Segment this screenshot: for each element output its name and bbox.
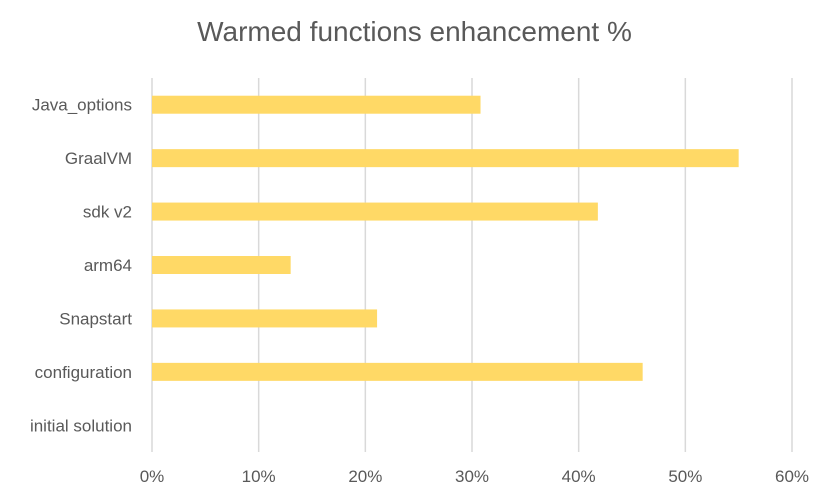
- x-tick-label: 60%: [775, 467, 809, 486]
- category-label: GraalVM: [65, 149, 132, 168]
- bar: [152, 202, 598, 221]
- bar: [152, 256, 291, 274]
- bars: [152, 95, 739, 381]
- bar: [152, 309, 378, 328]
- bar: [152, 95, 481, 114]
- x-tick-label: 40%: [562, 467, 596, 486]
- bar: [152, 149, 739, 168]
- category-label: Java_options: [32, 96, 132, 115]
- category-label: configuration: [35, 363, 132, 382]
- category-label: arm64: [84, 256, 132, 275]
- chart-title: Warmed functions enhancement %: [197, 16, 632, 47]
- bar: [152, 362, 643, 381]
- category-label: Snapstart: [59, 309, 132, 328]
- x-tick-label: 50%: [668, 467, 702, 486]
- category-label: sdk v2: [83, 203, 132, 222]
- category-labels: Java_options GraalVM sdk v2 arm64 Snapstart c…: [30, 96, 132, 436]
- x-tick-label: 30%: [455, 467, 489, 486]
- x-tick-label: 0%: [140, 467, 165, 486]
- x-tick-label: 10%: [242, 467, 276, 486]
- category-label: initial solution: [30, 416, 132, 435]
- x-tick-label: 20%: [348, 467, 382, 486]
- x-tick-labels: 0% 10% 20% 30% 40% 50% 60%: [140, 467, 809, 486]
